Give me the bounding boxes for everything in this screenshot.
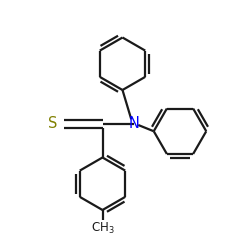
Text: S: S <box>48 116 58 131</box>
Text: N: N <box>128 116 139 131</box>
Text: CH$_3$: CH$_3$ <box>91 221 114 236</box>
